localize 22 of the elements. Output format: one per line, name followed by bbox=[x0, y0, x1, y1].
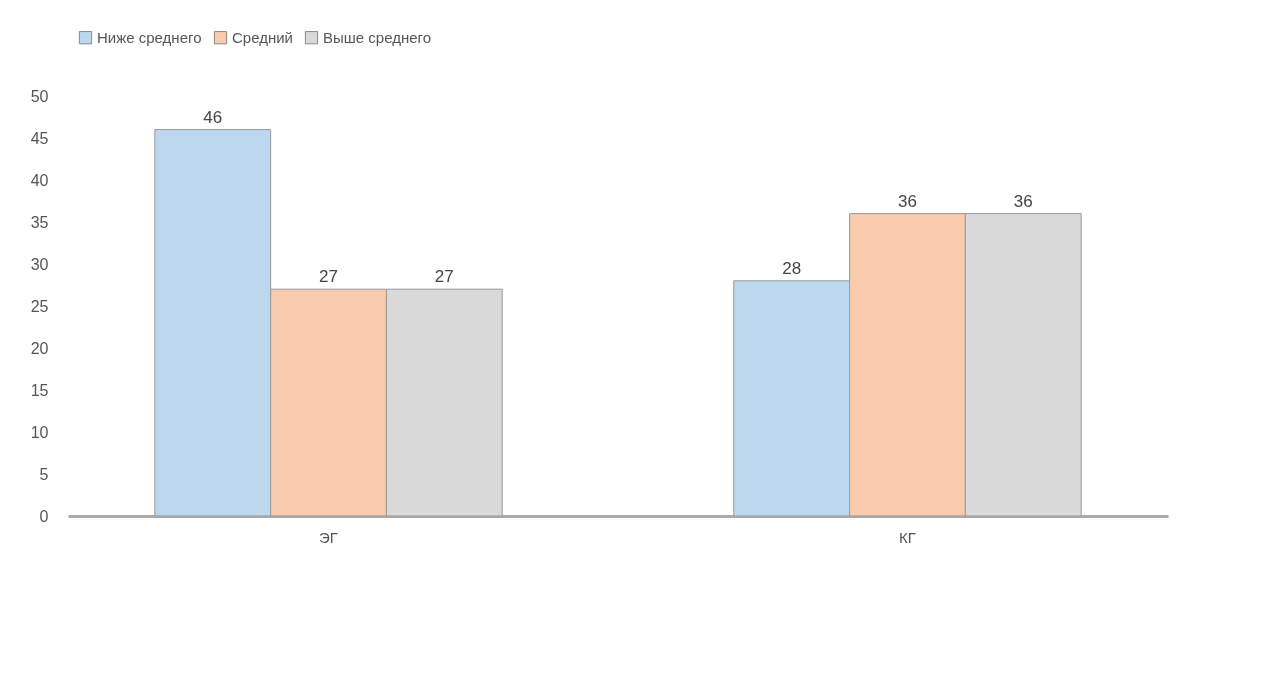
data-label: 28 bbox=[782, 258, 802, 278]
y-tick-label: 30 bbox=[30, 255, 49, 273]
data-label: 27 bbox=[434, 267, 454, 287]
y-tick-label: 0 bbox=[39, 507, 49, 525]
data-label: 36 bbox=[898, 191, 917, 211]
y-tick-label: 40 bbox=[30, 171, 49, 189]
data-label: 36 bbox=[1013, 191, 1033, 211]
data-label: 46 bbox=[203, 107, 223, 127]
y-tick-label: 50 bbox=[30, 87, 49, 105]
legend-label: Средний bbox=[232, 28, 293, 46]
y-tick-label: 20 bbox=[30, 339, 49, 357]
y-tick-label: 15 bbox=[30, 381, 49, 399]
y-tick-label: 10 bbox=[30, 423, 49, 441]
legend-label: Ниже среднего bbox=[97, 28, 202, 46]
data-label: 27 bbox=[319, 267, 338, 287]
x-tick-label: КГ bbox=[899, 528, 916, 546]
legend-label: Выше среднего bbox=[323, 28, 432, 46]
y-tick-label: 25 bbox=[30, 297, 49, 315]
y-tick-label: 45 bbox=[30, 129, 49, 147]
y-tick-label: 35 bbox=[30, 213, 49, 231]
x-tick-label: ЭГ bbox=[319, 528, 338, 546]
y-tick-label: 5 bbox=[39, 465, 49, 483]
